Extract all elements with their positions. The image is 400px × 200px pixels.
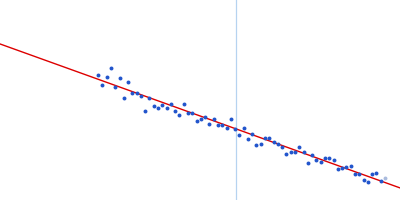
Point: [313, 158, 320, 161]
Point: [193, 119, 200, 123]
Point: [326, 156, 332, 159]
Point: [288, 150, 294, 153]
Point: [253, 143, 260, 147]
Point: [262, 137, 268, 140]
Point: [108, 66, 114, 69]
Point: [309, 153, 315, 156]
Point: [164, 107, 170, 110]
Point: [378, 180, 384, 183]
Point: [189, 111, 196, 114]
Point: [348, 164, 354, 167]
Point: [249, 132, 256, 135]
Point: [202, 116, 208, 119]
Point: [292, 151, 298, 154]
Point: [180, 102, 187, 105]
Point: [232, 127, 238, 130]
Point: [382, 176, 388, 180]
Point: [356, 172, 362, 176]
Point: [296, 145, 302, 149]
Point: [270, 140, 277, 143]
Point: [335, 168, 341, 171]
Point: [116, 77, 123, 80]
Point: [266, 136, 272, 139]
Point: [215, 123, 221, 127]
Point: [206, 123, 213, 126]
Point: [172, 109, 178, 113]
Point: [352, 172, 358, 175]
Point: [125, 80, 131, 83]
Point: [155, 107, 161, 110]
Point: [104, 76, 110, 79]
Point: [142, 109, 148, 112]
Point: [198, 117, 204, 120]
Point: [245, 137, 251, 140]
Point: [150, 104, 157, 107]
Point: [305, 161, 311, 164]
Point: [322, 157, 328, 160]
Point: [176, 113, 183, 116]
Point: [360, 178, 367, 181]
Point: [343, 166, 350, 169]
Point: [275, 143, 281, 146]
Point: [240, 126, 247, 130]
Point: [330, 158, 337, 161]
Point: [369, 173, 375, 176]
Point: [95, 73, 101, 76]
Point: [159, 103, 166, 106]
Point: [146, 96, 153, 100]
Point: [364, 180, 371, 183]
Point: [134, 91, 140, 94]
Point: [300, 150, 307, 153]
Point: [236, 133, 242, 136]
Point: [228, 117, 234, 120]
Point: [223, 127, 230, 130]
Point: [279, 145, 285, 148]
Point: [129, 92, 136, 95]
Point: [112, 85, 118, 88]
Point: [120, 96, 127, 99]
Point: [373, 172, 380, 175]
Point: [258, 142, 264, 145]
Point: [339, 167, 345, 170]
Point: [318, 161, 324, 164]
Point: [138, 95, 144, 98]
Point: [185, 111, 191, 114]
Point: [219, 124, 226, 127]
Point: [283, 152, 290, 155]
Point: [99, 84, 106, 87]
Point: [210, 118, 217, 121]
Point: [168, 102, 174, 106]
